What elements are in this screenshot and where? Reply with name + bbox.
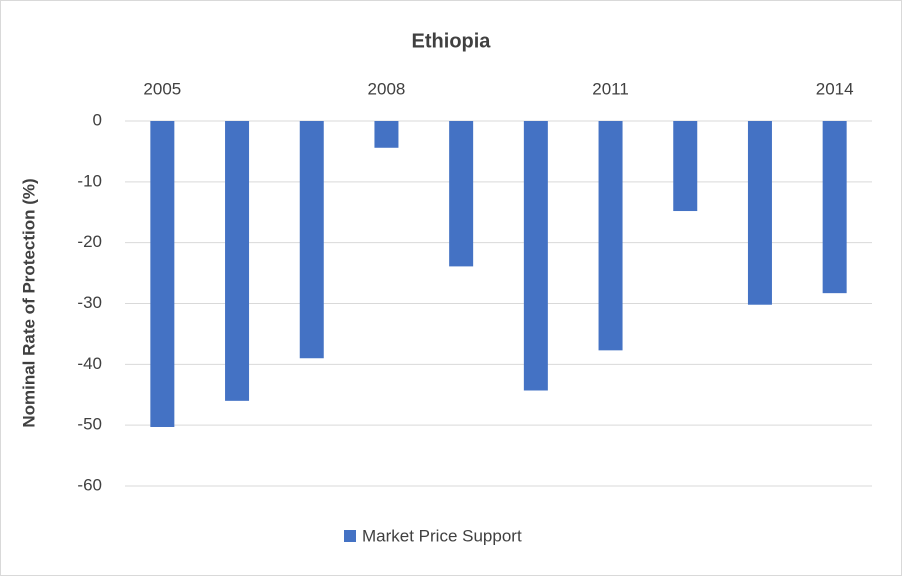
x-tick-label: 2008 (368, 79, 406, 98)
y-tick-label: -50 (77, 415, 102, 434)
legend-swatch (344, 530, 356, 542)
bar (150, 121, 175, 427)
chart-title: Ethiopia (412, 30, 492, 52)
x-tick-label: 2014 (816, 79, 854, 98)
y-tick-label: -30 (77, 293, 102, 312)
y-axis-label: Nominal Rate of Protection (%) (19, 178, 38, 427)
x-tick-label: 2005 (143, 79, 181, 98)
bar (598, 121, 623, 351)
legend-label: Market Price Support (362, 526, 522, 545)
bar (822, 121, 847, 294)
y-tick-label: -40 (77, 354, 102, 373)
bar (673, 121, 698, 212)
bar (747, 121, 772, 305)
bar (299, 121, 324, 359)
x-tick-label: 2011 (592, 79, 629, 98)
y-tick-label: -20 (77, 232, 102, 251)
bar (374, 121, 399, 148)
y-tick-label: -60 (77, 475, 102, 494)
y-tick-label: -10 (77, 171, 102, 190)
bar (523, 121, 548, 391)
y-tick-label: 0 (93, 110, 102, 129)
bar (225, 121, 250, 401)
bar (449, 121, 474, 267)
